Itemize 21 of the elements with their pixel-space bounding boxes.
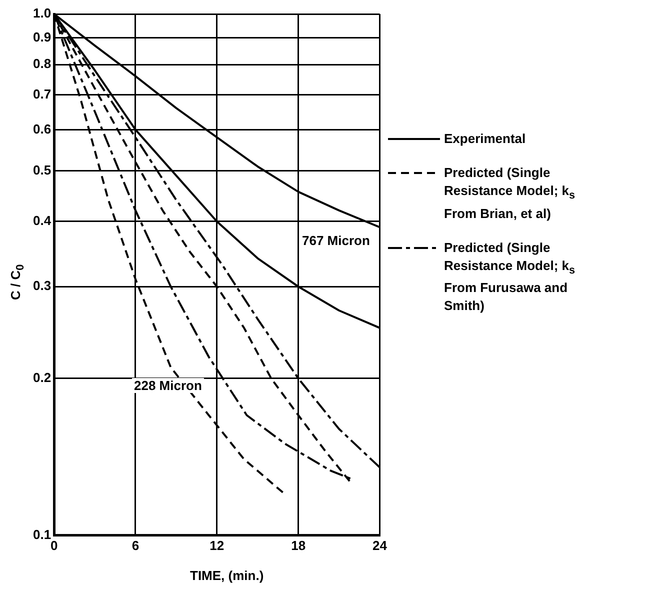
legend-label: Predicted (Single Resistance Model; k$_{s}$ From Furusawa and Smith)	[444, 238, 576, 316]
x-tick-label: 6	[132, 538, 140, 553]
y-tick-label: 1.0	[32, 6, 52, 21]
x-axis-title: TIME, (min.)	[190, 568, 264, 583]
x-tick-label: 12	[210, 538, 224, 553]
y-tick-label: 0.2	[32, 370, 52, 386]
x-tick-label: 24	[372, 538, 388, 553]
y-tick-label: 0.9	[32, 29, 52, 44]
annotation: 228 Micron	[132, 378, 204, 393]
y-tick-label: 0.4	[32, 213, 52, 228]
annotation: 767 Micron	[300, 233, 372, 248]
y-tick-label: 0.6	[32, 121, 52, 136]
legend-label: Experimental	[444, 130, 526, 148]
y-tick-label: 0.5	[32, 162, 52, 178]
x-tick-label: 0	[50, 538, 58, 553]
x-tick-label: 18	[291, 538, 306, 553]
y-tick-label: 0.1	[32, 526, 52, 542]
y-tick-label: 0.3	[32, 278, 52, 294]
y-tick-label: 0.7	[32, 86, 52, 102]
y-tick-label: 0.8	[32, 56, 52, 72]
text: Predicted (Single Resistance Model; k$_{s}$ From Brian, et al)	[444, 165, 576, 221]
